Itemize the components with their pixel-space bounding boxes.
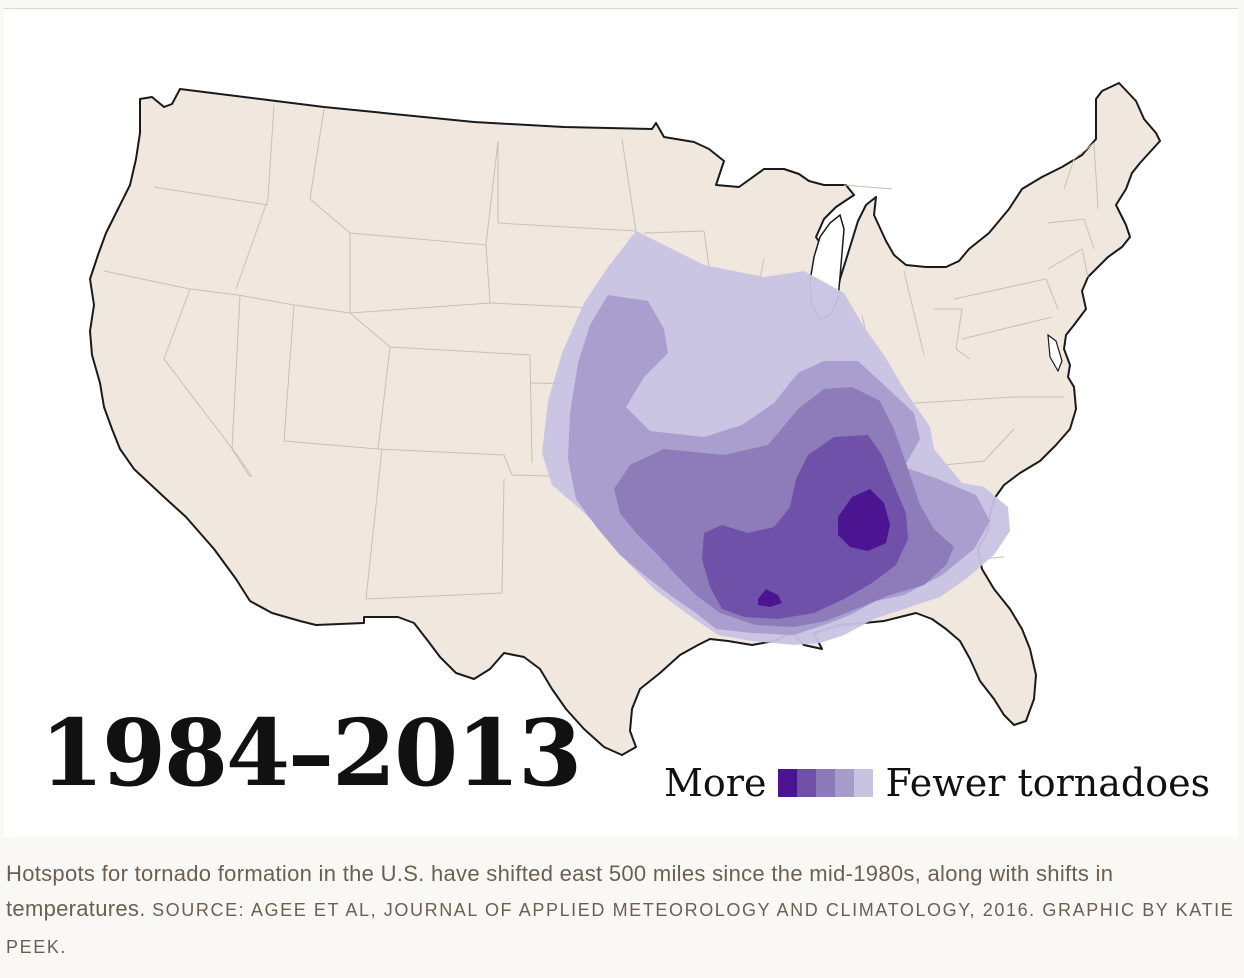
density-band-1-south xyxy=(758,589,782,607)
legend-swatch-3 xyxy=(816,769,836,797)
legend-more-label: More xyxy=(664,761,767,805)
legend-fewer-label: Fewer tornadoes xyxy=(885,761,1211,805)
map-figure: 1984–2013 More Fewer tornadoes xyxy=(4,8,1238,837)
figure-caption: Hotspots for tornado formation in the U.… xyxy=(6,856,1238,965)
legend-swatch-4 xyxy=(835,769,855,797)
tornado-density-bands xyxy=(542,231,1010,645)
caption-credit: SOURCE: AGEE ET AL, JOURNAL OF APPLIED M… xyxy=(6,900,1235,957)
legend-swatch-1 xyxy=(778,769,798,797)
legend-swatches xyxy=(778,769,874,797)
legend-swatch-2 xyxy=(797,769,817,797)
caption-text: Hotspots for tornado formation in the U.… xyxy=(6,861,1114,921)
legend-swatch-5 xyxy=(854,769,874,797)
density-legend: More Fewer tornadoes xyxy=(664,761,1210,805)
chesapeake-bay xyxy=(1047,333,1063,373)
us-map xyxy=(89,82,1161,756)
year-range-label: 1984–2013 xyxy=(40,699,582,807)
density-band-1-north xyxy=(838,489,890,551)
density-band-2 xyxy=(702,435,908,619)
